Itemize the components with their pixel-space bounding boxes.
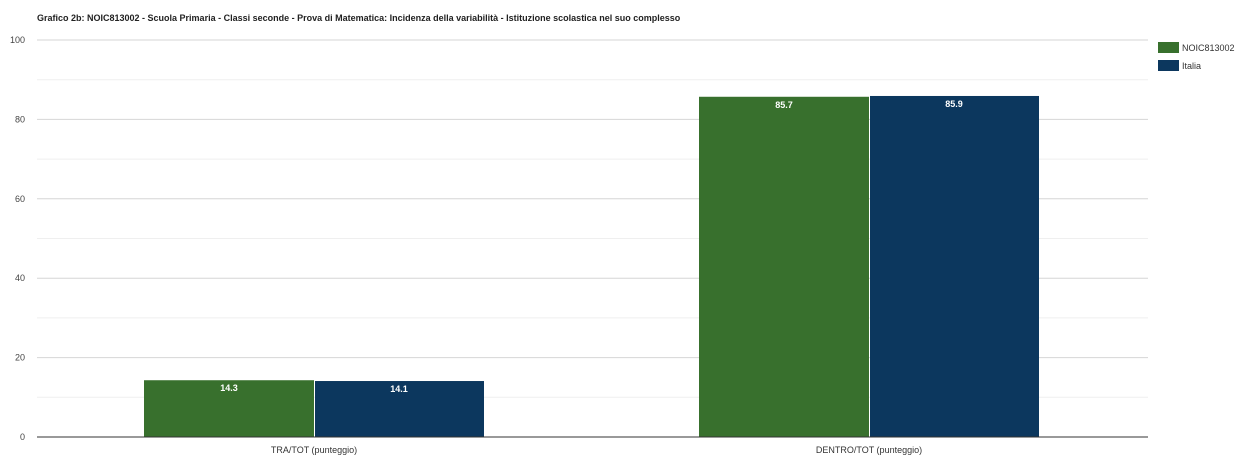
data-labels: 14.3 14.1 85.7 85.9 (220, 99, 963, 394)
data-label: 85.9 (945, 99, 963, 109)
legend-label: NOIC813002 (1182, 43, 1235, 53)
legend-label: Italia (1182, 61, 1201, 71)
y-tick-label: 60 (15, 194, 25, 204)
y-tick-label: 0 (20, 432, 25, 442)
chart-title: Grafico 2b: NOIC813002 - Scuola Primaria… (37, 13, 681, 23)
legend-swatch (1158, 60, 1179, 71)
grid-lines (37, 39, 1148, 398)
y-tick-label: 100 (10, 35, 25, 45)
legend-swatch (1158, 42, 1179, 53)
y-tick-label: 20 (15, 353, 25, 363)
bar-italia-1 (315, 381, 484, 437)
data-label: 14.3 (220, 383, 238, 393)
data-label: 85.7 (775, 100, 793, 110)
x-category-label: TRA/TOT (punteggio) (271, 445, 357, 455)
x-axis: TRA/TOT (punteggio) DENTRO/TOT (punteggio… (37, 436, 1148, 455)
y-tick-label: 80 (15, 114, 25, 124)
bar-noic813002-1 (144, 380, 314, 437)
bar-italia-2 (870, 95, 1039, 438)
legend: NOIC813002 Italia (1158, 42, 1235, 71)
y-axis: 0 20 40 60 80 100 (10, 35, 25, 442)
bar-noic813002-2 (699, 96, 869, 438)
y-tick-label: 40 (15, 273, 25, 283)
data-label: 14.1 (390, 384, 408, 394)
bars (144, 95, 1039, 438)
x-category-label: DENTRO/TOT (punteggio) (816, 445, 922, 455)
